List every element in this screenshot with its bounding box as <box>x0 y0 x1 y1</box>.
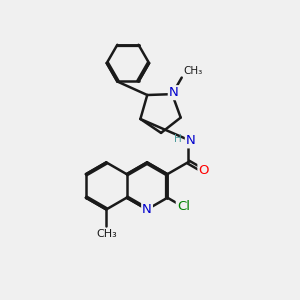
Text: H: H <box>174 134 182 144</box>
Text: O: O <box>198 164 209 177</box>
Text: CH₃: CH₃ <box>96 229 117 239</box>
Text: Cl: Cl <box>177 200 190 213</box>
Text: N: N <box>169 86 178 99</box>
Text: N: N <box>186 134 196 147</box>
Text: N: N <box>142 203 152 216</box>
Text: CH₃: CH₃ <box>183 66 202 76</box>
